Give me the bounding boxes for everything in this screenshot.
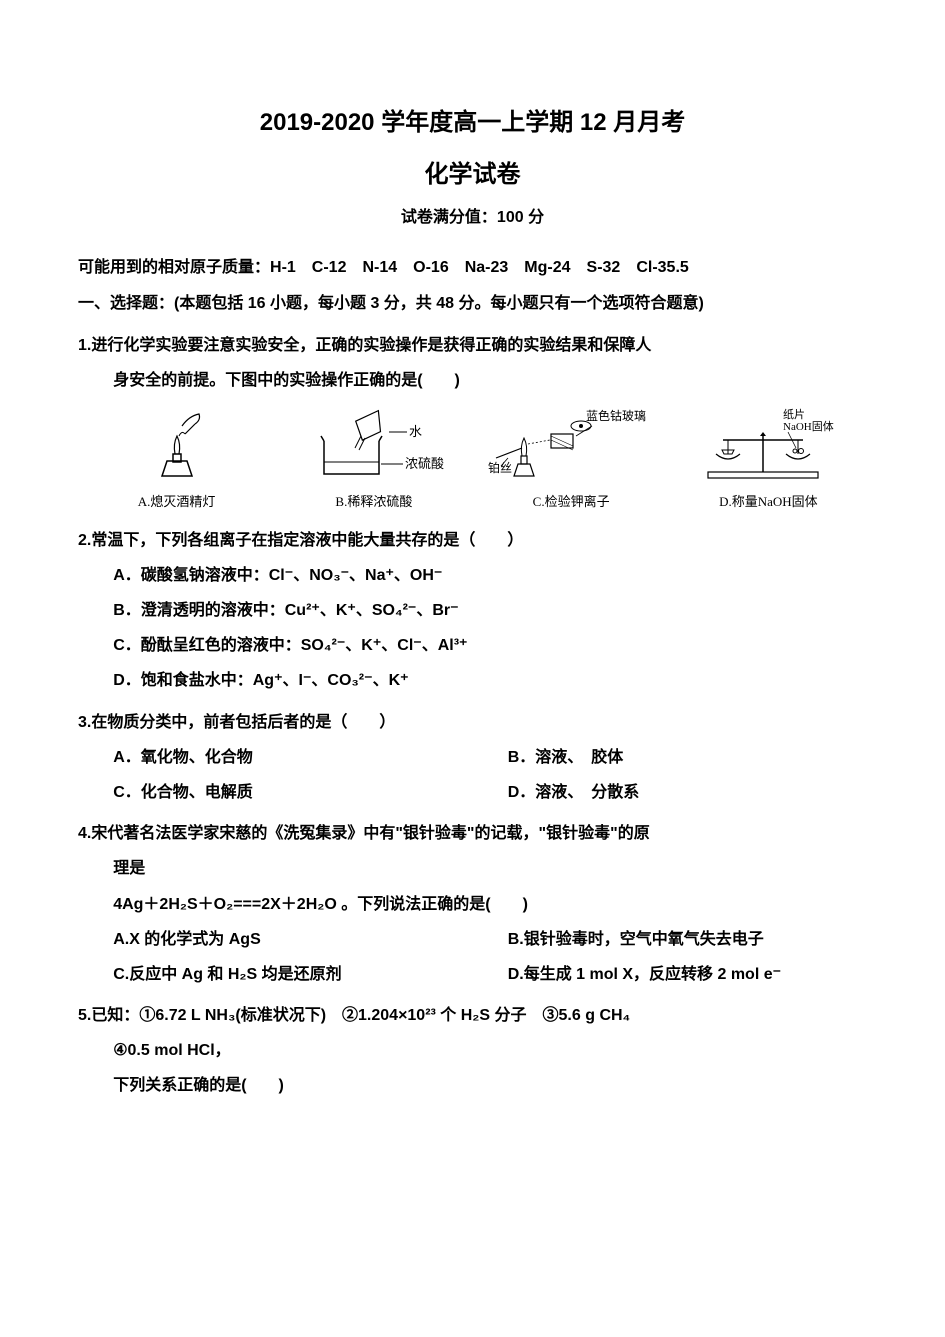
q1-line2: 身安全的前提。下图中的实验操作正确的是( ) xyxy=(78,363,867,398)
q2-opt-c: C．酚酞呈红色的溶液中：SO₄²⁻、K⁺、Cl⁻、Al³⁺ xyxy=(78,628,867,663)
q1-figb-water-label: 水 xyxy=(409,424,422,439)
q3-opt-a: A．氧化物、化合物 xyxy=(78,740,473,775)
q1-figc-glass-label: 蓝色钴玻璃 xyxy=(586,408,646,423)
q4-stem: 4.宋代著名法医学家宋慈的《洗冤集录》中有"银针验毒"的记载，"银针验毒"的原 … xyxy=(78,816,867,886)
q4-line1: 宋代著名法医学家宋慈的《洗冤集录》中有"银针验毒"的记载，"银针验毒"的原 xyxy=(91,825,649,842)
q1-figc-pt-label: 铂丝 xyxy=(488,460,512,475)
q1-figures: A.熄灭酒精灯 水 浓硫酸 B.稀释浓硫酸 xyxy=(78,406,867,515)
q1-fig-c-caption: C.检验钾离子 xyxy=(533,490,610,515)
q1-fig-d-caption: D.称量NaOH固体 xyxy=(719,490,818,515)
q2-opt-d: D．饱和食盐水中：Ag⁺、I⁻、CO₃²⁻、K⁺ xyxy=(78,663,867,698)
q2-stem: 2.常温下，下列各组离子在指定溶液中能大量共存的是（ ） xyxy=(78,523,867,558)
q4-opt-d: D.每生成 1 mol X，反应转移 2 mol e⁻ xyxy=(473,957,868,992)
exam-title-sub: 化学试卷 xyxy=(78,152,867,198)
q1-figd-naoh-label: NaOH固体 xyxy=(783,419,834,433)
q4-opt-c: C.反应中 Ag 和 H₂S 均是还原剂 xyxy=(78,957,473,992)
q1-fig-b: 水 浓硫酸 B.稀释浓硫酸 xyxy=(275,406,472,515)
q1-fig-b-caption: B.稀释浓硫酸 xyxy=(335,490,412,515)
question-2: 2.常温下，下列各组离子在指定溶液中能大量共存的是（ ） A．碳酸氢钠溶液中：C… xyxy=(78,523,867,699)
q3-opt-c: C．化合物、电解质 xyxy=(78,775,473,810)
q1-fig-a-caption: A.熄灭酒精灯 xyxy=(138,490,216,515)
q3-opt-b: B．溶液、 胶体 xyxy=(473,740,868,775)
full-score: 试卷满分值：100 分 xyxy=(78,203,867,233)
q1-fig-a: A.熄灭酒精灯 xyxy=(78,406,275,515)
q5-line3: 下列关系正确的是( ) xyxy=(78,1068,867,1103)
q2-opt-a: A．碳酸氢钠溶液中：Cl⁻、NO₃⁻、Na⁺、OH⁻ xyxy=(78,558,867,593)
q1-fig-d: 纸片 NaOH固体 D.称量NaOH固体 xyxy=(670,406,867,515)
q4-line2: 理是 xyxy=(78,851,867,886)
question-1: 1.进行化学实验要注意实验安全，正确的实验操作是获得正确的实验结果和保障人 身安… xyxy=(78,328,867,515)
q4-opt-b: B.银针验毒时，空气中氧气失去电子 xyxy=(473,922,868,957)
q3-num: 3. xyxy=(78,714,91,731)
q5-stem: 5.已知：①6.72 L NH₃(标准状况下) ②1.204×10²³ 个 H₂… xyxy=(78,998,867,1104)
q2-opt-b: B．澄清透明的溶液中：Cu²⁺、K⁺、SO₄²⁻、Br⁻ xyxy=(78,593,867,628)
q1-figb-acid-label: 浓硫酸 xyxy=(405,456,444,471)
q4-num: 4. xyxy=(78,825,91,842)
question-4: 4.宋代著名法医学家宋慈的《洗冤集录》中有"银针验毒"的记载，"银针验毒"的原 … xyxy=(78,816,867,992)
q3-text: 在物质分类中，前者包括后者的是（ ） xyxy=(91,714,395,731)
q5-line1: 已知：①6.72 L NH₃(标准状况下) ②1.204×10²³ 个 H₂S … xyxy=(91,1007,630,1024)
q5-num: 5. xyxy=(78,1007,91,1024)
atomic-masses: 可能用到的相对原子质量：H-1 C-12 N-14 O-16 Na-23 Mg-… xyxy=(78,252,867,284)
section-1-header: 一、选择题：(本题包括 16 小题，每小题 3 分，共 48 分。每小题只有一个… xyxy=(78,288,867,320)
question-3: 3.在物质分类中，前者包括后者的是（ ） A．氧化物、化合物 B．溶液、 胶体 … xyxy=(78,705,867,811)
atomic-masses-values: H-1 C-12 N-14 O-16 Na-23 Mg-24 S-32 Cl-3… xyxy=(270,259,689,276)
q1-figd-paper-label: 纸片 xyxy=(783,408,805,421)
q5-line2: ④0.5 mol HCl， xyxy=(78,1033,867,1068)
q2-num: 2. xyxy=(78,532,91,549)
q2-text: 常温下，下列各组离子在指定溶液中能大量共存的是（ ） xyxy=(91,532,523,549)
exam-title-main: 2019-2020 学年度高一上学期 12 月月考 xyxy=(78,100,867,146)
q4-equation: 4Ag＋2H₂S＋O₂===2X＋2H₂O 。下列说法正确的是( ) xyxy=(78,887,867,922)
q1-line1: 进行化学实验要注意实验安全，正确的实验操作是获得正确的实验结果和保障人 xyxy=(91,337,651,354)
q3-stem: 3.在物质分类中，前者包括后者的是（ ） xyxy=(78,705,867,740)
atomic-masses-label: 可能用到的相对原子质量： xyxy=(78,259,270,276)
q1-num: 1. xyxy=(78,337,91,354)
question-5: 5.已知：①6.72 L NH₃(标准状况下) ②1.204×10²³ 个 H₂… xyxy=(78,998,867,1104)
q4-opt-a: A.X 的化学式为 AgS xyxy=(78,922,473,957)
q3-opt-d: D．溶液、 分散系 xyxy=(473,775,868,810)
q1-stem: 1.进行化学实验要注意实验安全，正确的实验操作是获得正确的实验结果和保障人 身安… xyxy=(78,328,867,398)
q1-fig-c: 铂丝 蓝色钴玻璃 C.检验钾离子 xyxy=(473,406,670,515)
